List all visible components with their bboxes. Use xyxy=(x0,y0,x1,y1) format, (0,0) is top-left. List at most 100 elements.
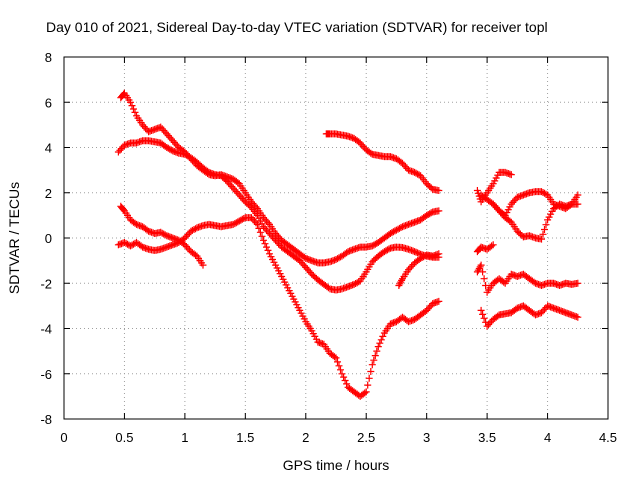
data-point-interp xyxy=(270,235,278,243)
data-point-interp xyxy=(172,140,180,148)
data-point xyxy=(229,220,237,228)
data-point xyxy=(374,343,382,351)
data-point xyxy=(139,121,147,129)
series-track-5 xyxy=(322,130,443,194)
data-point xyxy=(423,306,431,314)
data-point xyxy=(574,279,582,287)
data-point xyxy=(380,248,388,256)
series-track-11 xyxy=(473,261,582,296)
data-point-interp xyxy=(306,269,314,276)
data-point-interp xyxy=(397,224,405,231)
data-point-interp xyxy=(188,226,196,234)
data-point-interp xyxy=(367,149,375,157)
data-point xyxy=(187,227,195,235)
data-point-interp xyxy=(158,125,166,133)
y-tick-label: 8 xyxy=(45,50,52,65)
x-tick-label: 3 xyxy=(423,430,430,445)
data-point-interp xyxy=(500,210,508,218)
data-point-interp xyxy=(482,282,490,289)
data-point xyxy=(157,228,165,236)
data-point-interp xyxy=(261,215,269,223)
series-track-12 xyxy=(477,302,582,330)
data-point-interp xyxy=(408,262,416,270)
data-point-interp xyxy=(376,339,384,347)
data-point-interp xyxy=(264,219,272,227)
data-point-interp xyxy=(427,209,435,217)
series-track-1 xyxy=(117,89,443,267)
data-point-interp xyxy=(361,389,369,397)
data-point xyxy=(423,211,431,219)
data-point-interp xyxy=(358,141,366,149)
data-point-interp xyxy=(263,243,270,251)
data-point-interp xyxy=(341,377,349,384)
data-point-interp xyxy=(256,228,264,236)
data-point-interp xyxy=(394,225,402,233)
data-point xyxy=(386,230,394,237)
x-tick-label: 3.5 xyxy=(478,430,496,445)
data-point-interp xyxy=(240,215,248,222)
data-point-interp xyxy=(391,227,399,235)
x-tick-label: 0 xyxy=(60,430,67,445)
data-point xyxy=(489,200,497,208)
data-point-interp xyxy=(166,145,174,153)
data-point xyxy=(338,370,346,378)
x-tick-label: 4.5 xyxy=(599,430,617,445)
data-point xyxy=(538,235,545,243)
data-point-interp xyxy=(365,374,373,382)
data-point-interp xyxy=(232,219,240,227)
data-point xyxy=(229,184,237,192)
data-point-interp xyxy=(476,263,484,271)
data-point-interp xyxy=(509,198,517,206)
data-point-interp xyxy=(184,244,192,252)
data-point-interp xyxy=(400,161,408,169)
data-point xyxy=(260,223,267,231)
x-axis-label: GPS time / hours xyxy=(283,457,390,473)
x-tick-label: 2 xyxy=(302,430,309,445)
data-point-interp xyxy=(303,265,311,273)
data-point-interp xyxy=(204,167,212,175)
y-tick-label: -8 xyxy=(40,412,52,427)
data-point-interp xyxy=(182,232,190,240)
data-point-interp xyxy=(414,249,422,257)
data-point-interp xyxy=(192,251,199,259)
data-point-interp xyxy=(377,336,385,344)
data-point xyxy=(411,248,419,256)
data-point xyxy=(392,226,400,234)
series-track-6 xyxy=(395,250,443,289)
y-tick-label: 2 xyxy=(45,186,52,201)
data-point-interp xyxy=(160,127,168,134)
data-point-interp xyxy=(335,254,343,262)
data-point-interp xyxy=(161,231,169,239)
data-point xyxy=(302,263,310,271)
data-point-interp xyxy=(485,321,493,328)
data-point-interp xyxy=(255,224,263,232)
data-point-interp xyxy=(164,132,172,140)
data-point-interp xyxy=(424,211,432,218)
data-point-interp xyxy=(232,188,240,196)
data-point-interp xyxy=(343,249,351,257)
data-point-interp xyxy=(510,197,518,205)
data-point xyxy=(332,256,340,263)
data-point xyxy=(253,220,261,228)
data-point-interp xyxy=(170,138,178,146)
data-point-interp xyxy=(414,170,422,178)
data-point-interp xyxy=(506,217,514,225)
data-point xyxy=(247,214,255,222)
data-point-interp xyxy=(222,176,230,184)
y-tick-label: -4 xyxy=(40,322,52,337)
data-point-interp xyxy=(488,242,496,250)
data-point xyxy=(127,242,134,250)
data-point-interp xyxy=(130,105,137,113)
data-point xyxy=(223,177,231,185)
data-point-interp xyxy=(117,145,125,153)
data-point-interp xyxy=(234,189,242,197)
data-point-interp xyxy=(371,240,379,248)
data-point xyxy=(574,200,582,208)
data-point-interp xyxy=(297,258,305,266)
series-track-7 xyxy=(473,168,515,206)
data-point xyxy=(435,207,443,215)
data-point xyxy=(574,191,582,199)
data-point-interp xyxy=(412,169,420,177)
x-tick-label: 1.5 xyxy=(236,430,254,445)
y-axis-label: SDTVAR / TECUs xyxy=(6,182,22,294)
